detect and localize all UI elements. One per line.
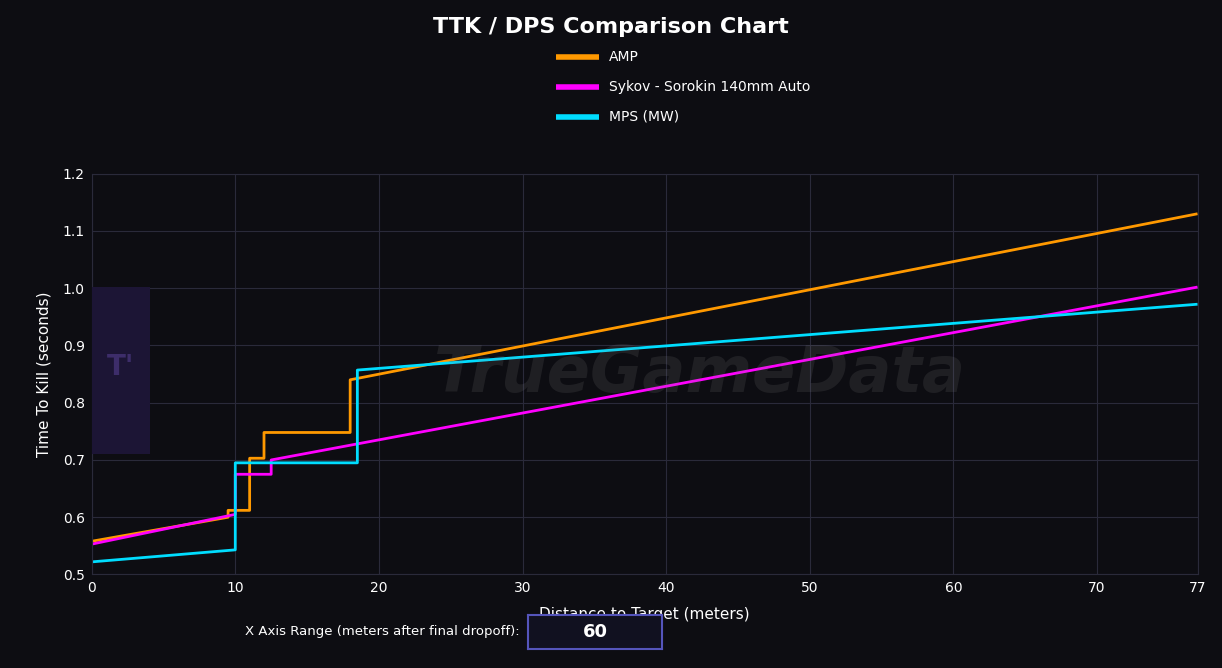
Text: TTK / DPS Comparison Chart: TTK / DPS Comparison Chart bbox=[433, 17, 789, 37]
Text: T': T' bbox=[108, 353, 134, 381]
Text: TrueGameData: TrueGameData bbox=[434, 343, 965, 405]
X-axis label: Distance to Target (meters): Distance to Target (meters) bbox=[539, 607, 750, 621]
Text: AMP: AMP bbox=[609, 50, 638, 63]
Text: MPS (MW): MPS (MW) bbox=[609, 110, 678, 124]
Y-axis label: Time To Kill (seconds): Time To Kill (seconds) bbox=[37, 291, 51, 457]
Text: Sykov - Sorokin 140mm Auto: Sykov - Sorokin 140mm Auto bbox=[609, 80, 810, 94]
Text: X Axis Range (meters after final dropoff):: X Axis Range (meters after final dropoff… bbox=[244, 625, 519, 638]
Text: 60: 60 bbox=[583, 623, 607, 641]
